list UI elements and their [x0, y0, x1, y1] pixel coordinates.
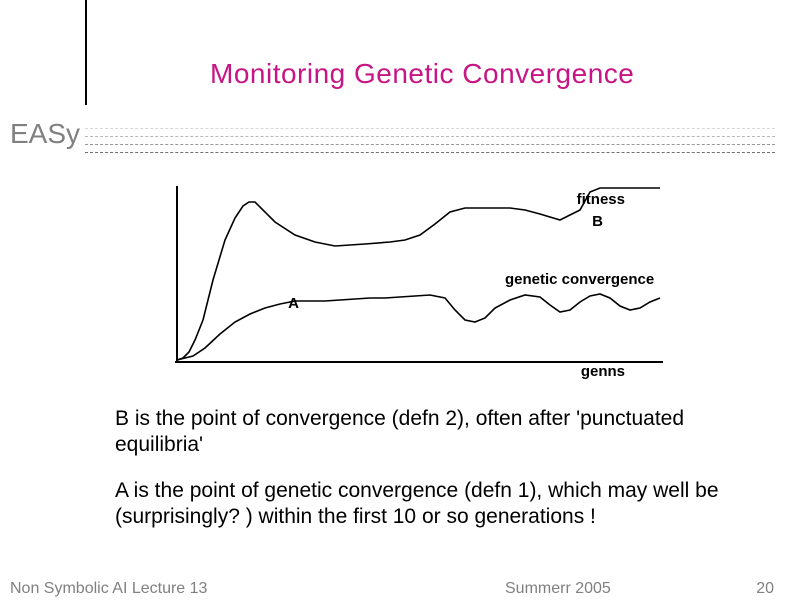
genconv-line — [177, 294, 660, 360]
footer-left: Non Symbolic AI Lecture 13 — [10, 580, 207, 598]
label-genns: genns — [581, 363, 625, 380]
dash-1 — [85, 128, 775, 129]
convergence-chart: fitness B A genetic convergence genns — [135, 180, 665, 380]
label-B: B — [592, 213, 603, 230]
label-A: A — [288, 295, 299, 312]
footer-mid: Summerr 2005 — [505, 580, 611, 598]
footer-page-number: 20 — [756, 580, 774, 598]
title-underline — [85, 120, 775, 154]
dash-3 — [85, 144, 775, 145]
dash-4 — [85, 152, 775, 153]
paragraph-a: A is the point of genetic convergence (d… — [115, 478, 735, 531]
page-title: Monitoring Genetic Convergence — [210, 58, 634, 90]
vertical-rule — [85, 0, 87, 105]
label-fitness: fitness — [577, 191, 625, 208]
label-genconv: genetic convergence — [505, 271, 654, 288]
easy-label: EASy — [10, 118, 80, 150]
paragraph-b: B is the point of convergence (defn 2), … — [115, 406, 735, 459]
dash-2 — [85, 136, 775, 137]
